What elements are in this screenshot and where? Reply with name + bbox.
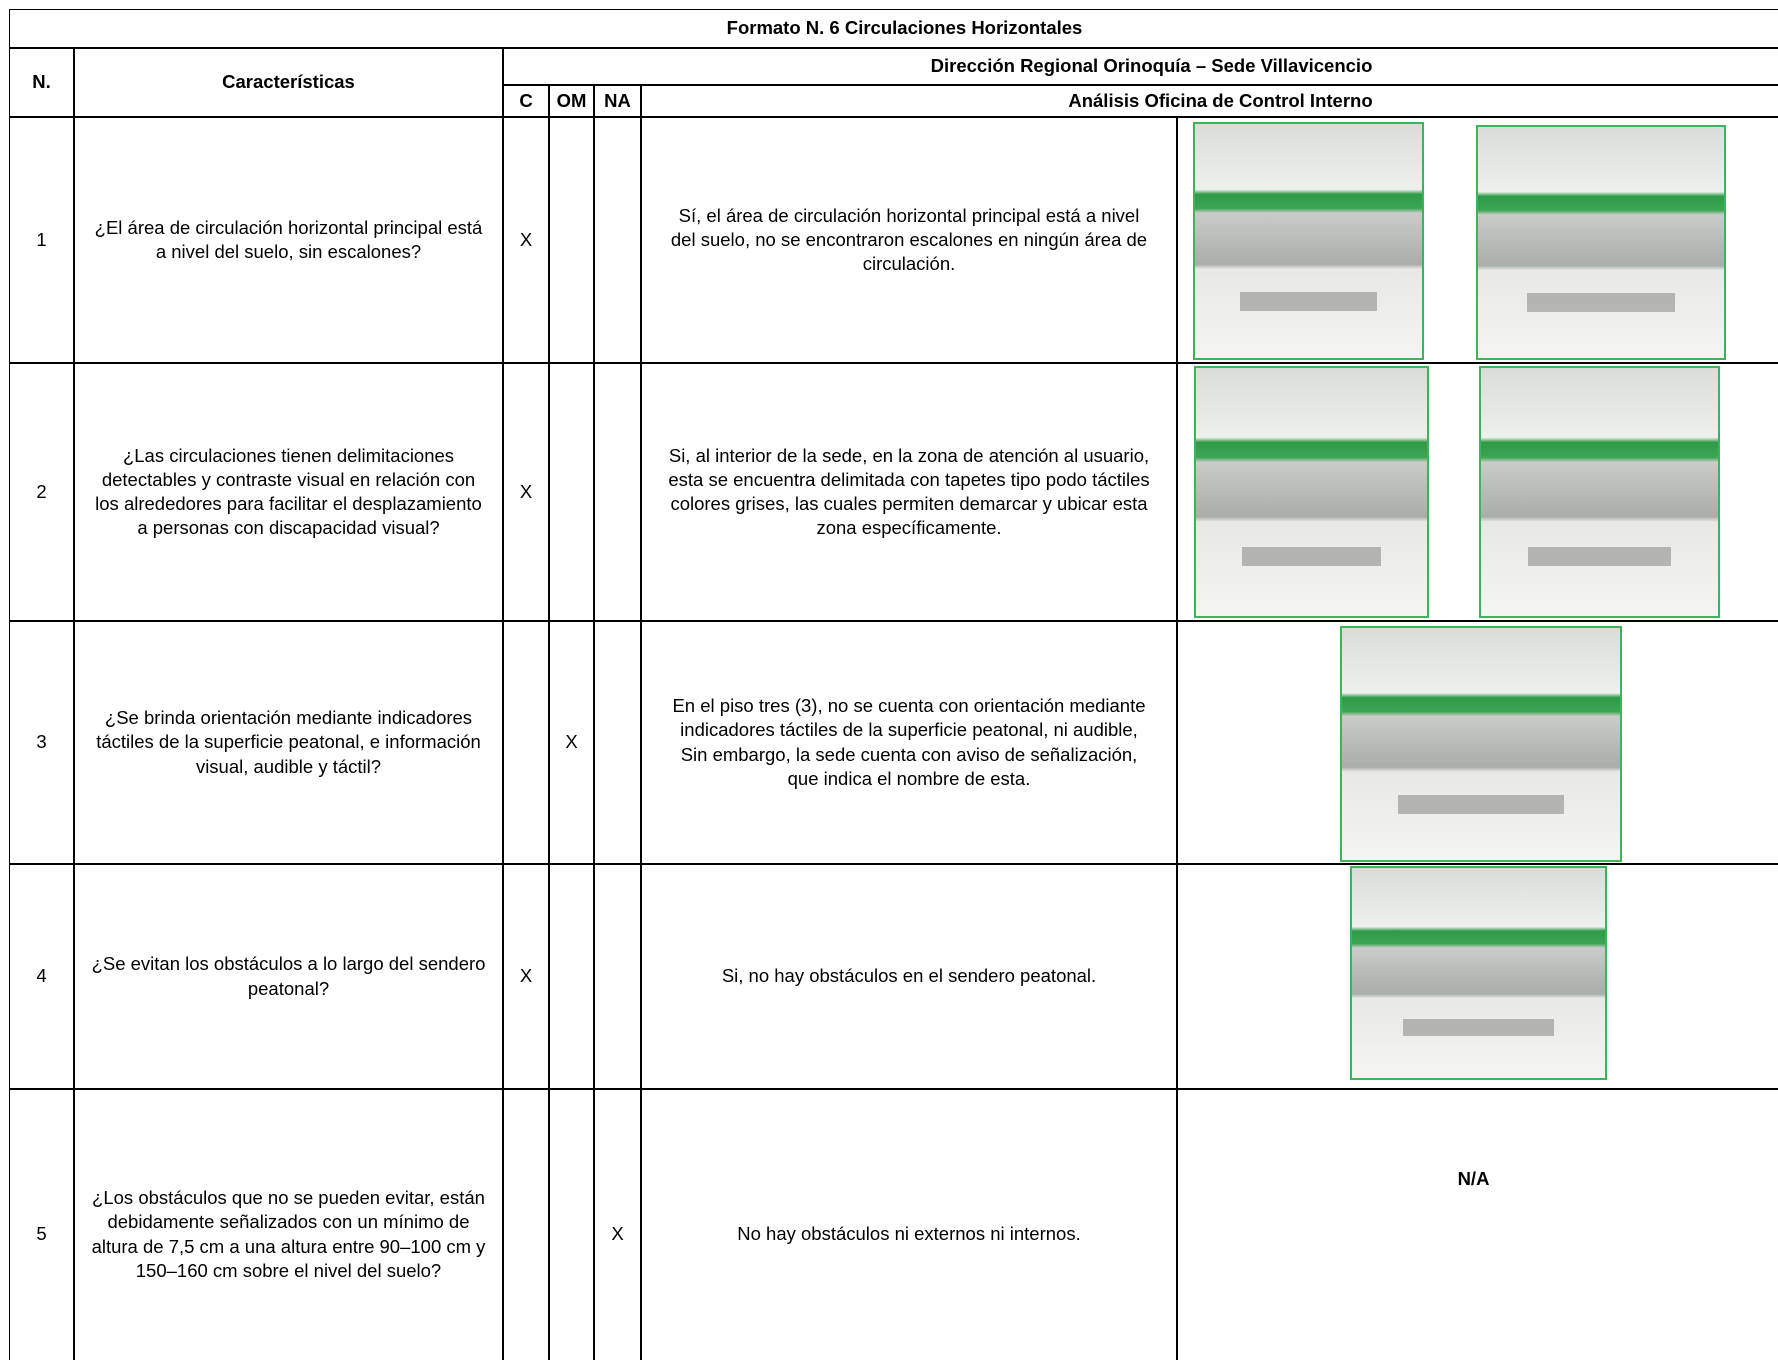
row-number: 2 — [9, 363, 74, 621]
evidence-photo — [1350, 866, 1607, 1080]
analysis: Si, no hay obstáculos en el sendero peat… — [641, 864, 1177, 1089]
row-number: 1 — [9, 117, 74, 363]
mark-om — [549, 1089, 594, 1360]
characteristic: ¿Se brinda orientación mediante indicado… — [74, 621, 503, 864]
analysis: Sí, el área de circulación horizontal pr… — [641, 117, 1177, 363]
mark-na — [594, 117, 641, 363]
mark-om: X — [549, 621, 594, 864]
row-number: 5 — [9, 1089, 74, 1360]
mark-na — [594, 363, 641, 621]
header-c: C — [503, 85, 549, 117]
evidence: N/A — [1177, 1089, 1778, 1360]
mark-c: X — [503, 363, 549, 621]
mark-na — [594, 864, 641, 1089]
analysis: En el piso tres (3), no se cuenta con or… — [641, 621, 1177, 864]
mark-na — [594, 621, 641, 864]
characteristic: ¿Los obstáculos que no se pueden evitar,… — [74, 1089, 503, 1360]
evidence-photo — [1479, 366, 1720, 618]
characteristic: ¿Se evitan los obstáculos a lo largo del… — [74, 864, 503, 1089]
mark-om — [549, 117, 594, 363]
characteristic: ¿El área de circulación horizontal princ… — [74, 117, 503, 363]
evidence — [1177, 621, 1778, 864]
row-number: 4 — [9, 864, 74, 1089]
mark-c — [503, 621, 549, 864]
evidence — [1177, 864, 1778, 1089]
evidence-photo — [1476, 125, 1726, 360]
analysis: Si, al interior de la sede, en la zona d… — [641, 363, 1177, 621]
header-om: OM — [549, 85, 594, 117]
evidence-photo — [1194, 366, 1429, 618]
header-analysis: Análisis Oficina de Control Interno — [641, 85, 1778, 117]
mark-c: X — [503, 864, 549, 1089]
mark-om — [549, 363, 594, 621]
analysis: No hay obstáculos ni externos ni interno… — [641, 1089, 1177, 1360]
mark-c — [503, 1089, 549, 1360]
header-na: NA — [594, 85, 641, 117]
evidence — [1177, 117, 1778, 363]
evidence-photo — [1193, 122, 1424, 360]
header-number: N. — [9, 48, 74, 117]
evidence — [1177, 363, 1778, 621]
mark-na: X — [594, 1089, 641, 1360]
evidence-photo — [1340, 626, 1622, 862]
row-number: 3 — [9, 621, 74, 864]
table-title: Formato N. 6 Circulaciones Horizontales — [9, 9, 1778, 48]
mark-c: X — [503, 117, 549, 363]
header-characteristics: Características — [74, 48, 503, 117]
characteristic: ¿Las circulaciones tienen delimitaciones… — [74, 363, 503, 621]
mark-om — [549, 864, 594, 1089]
header-site: Dirección Regional Orinoquía – Sede Vill… — [503, 48, 1778, 85]
